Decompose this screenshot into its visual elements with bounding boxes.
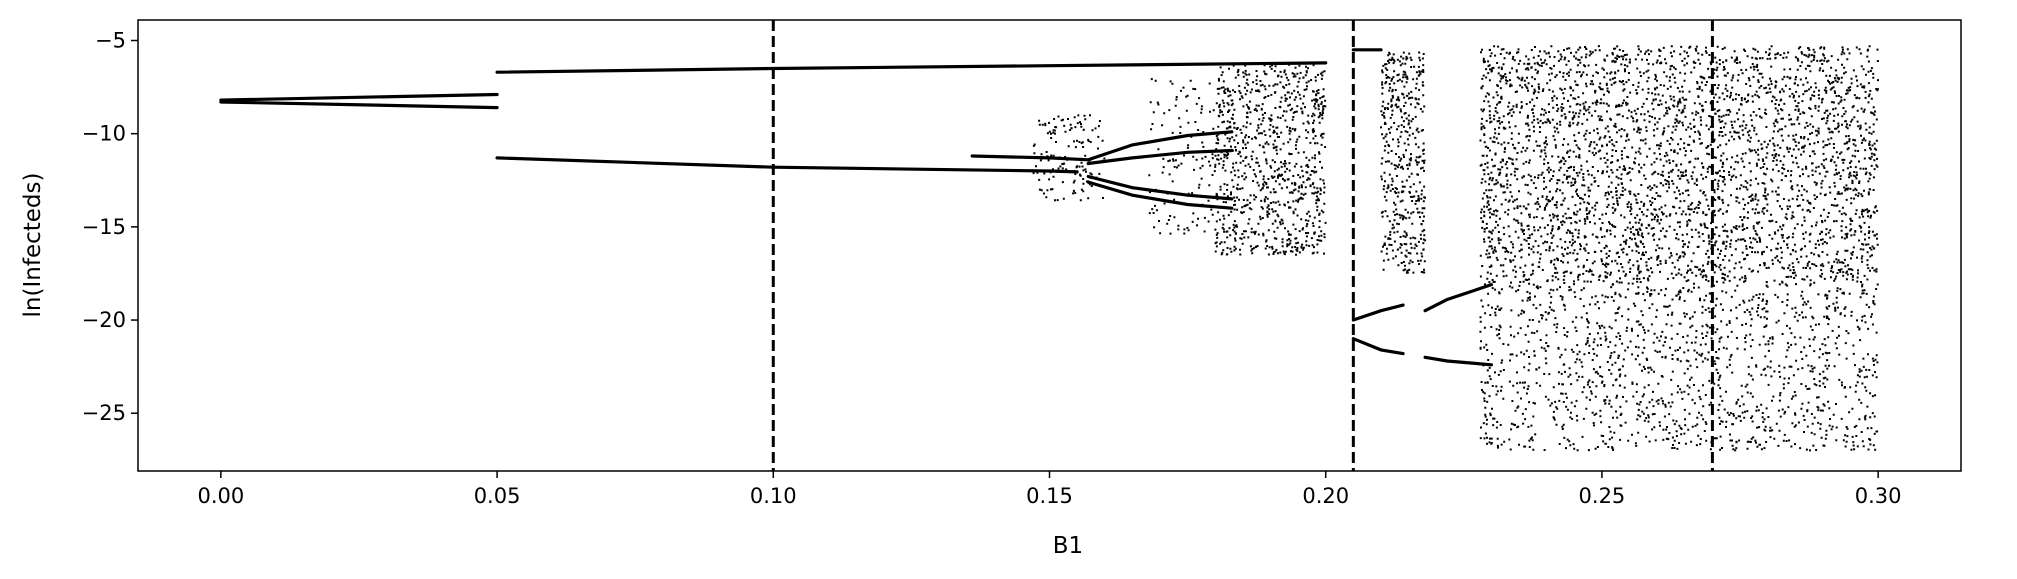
branch-line bbox=[495, 156, 1079, 174]
branch-line bbox=[1086, 174, 1234, 201]
y-axis-ticks: −5 −10 −15 −20 −25 bbox=[82, 29, 138, 425]
branch-line bbox=[1086, 148, 1234, 166]
branch-line bbox=[1351, 303, 1405, 322]
scatter-region-points bbox=[1380, 51, 1427, 274]
data-branches bbox=[219, 48, 1493, 367]
scatter-region-points bbox=[1148, 78, 1216, 235]
y-tick-label: −5 bbox=[95, 29, 126, 53]
branch-line bbox=[1086, 180, 1234, 210]
branch-line bbox=[495, 61, 1328, 74]
branch-line bbox=[219, 100, 499, 110]
scatter-region-points bbox=[1479, 45, 1879, 284]
x-axis-label: B1 bbox=[1053, 533, 1083, 559]
x-tick-label: 0.10 bbox=[750, 484, 797, 508]
scatter-region-points bbox=[1479, 282, 1879, 452]
x-axis-ticks: 0.00 0.05 0.10 0.15 0.20 0.25 0.30 bbox=[197, 471, 1902, 508]
x-tick-label: 0.15 bbox=[1026, 484, 1073, 508]
branch-line bbox=[1351, 337, 1405, 356]
y-tick-label: −15 bbox=[82, 215, 126, 239]
x-tick-label: 0.05 bbox=[474, 484, 521, 508]
branch-line bbox=[219, 92, 499, 102]
scatter-region-points bbox=[1214, 63, 1327, 256]
y-axis-label: ln(Infecteds) bbox=[20, 173, 46, 318]
x-tick-label: 0.20 bbox=[1302, 484, 1349, 508]
x-tick-label: 0.25 bbox=[1579, 484, 1626, 508]
y-tick-label: −25 bbox=[82, 401, 126, 425]
reference-lines bbox=[771, 20, 1714, 471]
branch-line bbox=[1423, 283, 1493, 313]
y-tick-label: −10 bbox=[82, 122, 126, 146]
data-points bbox=[1032, 45, 1879, 452]
branch-line bbox=[1423, 355, 1493, 367]
y-tick-label: −20 bbox=[82, 308, 126, 332]
x-tick-label: 0.00 bbox=[197, 484, 244, 508]
branch-line bbox=[970, 130, 1234, 162]
scatter-region-points bbox=[1032, 114, 1106, 202]
x-tick-label: 0.30 bbox=[1855, 484, 1902, 508]
